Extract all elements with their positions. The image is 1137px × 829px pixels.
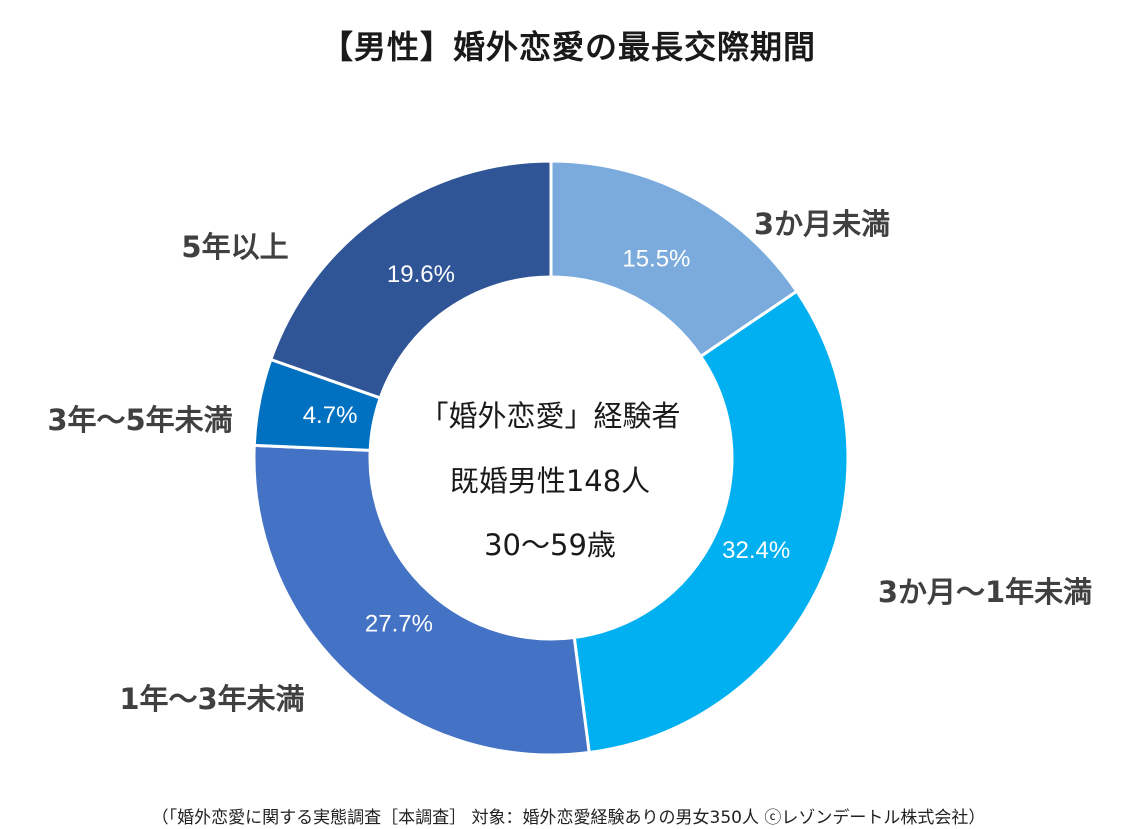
donut-slice-1 xyxy=(549,159,799,359)
category-label-5: 5年以上 xyxy=(181,230,288,264)
chart-title: 【男性】婚外恋愛の最長交際期間 xyxy=(320,28,816,66)
category-label-4: 3年～5年未満 xyxy=(47,403,232,437)
category-label-1: 3か月未満 xyxy=(754,207,890,241)
donut-slice-5 xyxy=(268,159,553,400)
center-label-line3: 30～59歳 xyxy=(484,528,616,562)
value-label-5: 19.6% xyxy=(387,261,455,288)
center-label-line1: 「婚外恋愛」経験者 xyxy=(419,399,681,433)
value-label-3: 27.7% xyxy=(365,610,433,637)
value-label-1: 15.5% xyxy=(622,246,690,273)
category-label-3: 1年～3年未満 xyxy=(119,682,304,716)
source-footnote: （「婚外恋愛に関する実態調査［本調査］ 対象：婚外恋愛経験ありの男女350人 ⓒ… xyxy=(151,808,986,828)
donut-slice-3 xyxy=(252,443,591,757)
category-label-2: 3か月～1年未満 xyxy=(878,575,1092,609)
donut-slice-2 xyxy=(572,289,850,755)
value-label-2: 32.4% xyxy=(722,537,790,564)
center-label-line2: 既婚男性148人 xyxy=(449,464,651,498)
value-label-4: 4.7% xyxy=(303,402,358,429)
